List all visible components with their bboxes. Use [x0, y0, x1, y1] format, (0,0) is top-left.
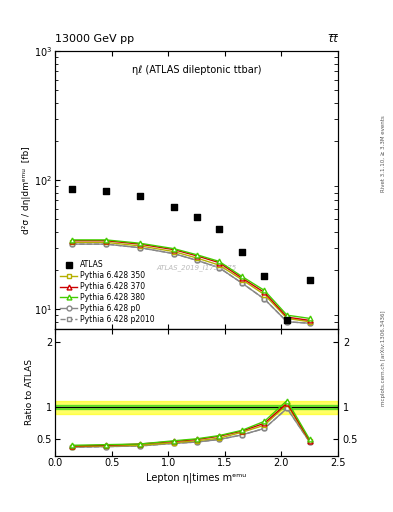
Y-axis label: Ratio to ATLAS: Ratio to ATLAS [25, 359, 34, 425]
Text: 13000 GeV pp: 13000 GeV pp [55, 33, 134, 44]
Point [103, 187, 109, 196]
Bar [55, 405, 338, 409]
Text: mcplots.cern.ch [arXiv:1306.3436]: mcplots.cern.ch [arXiv:1306.3436] [381, 311, 386, 406]
Point [193, 213, 200, 221]
X-axis label: Lepton η|times mᵉᵐᵘ: Lepton η|times mᵉᵐᵘ [146, 473, 247, 483]
Y-axis label: d²σ / dη|dmᵉᵐᵘ  [fb]: d²σ / dη|dmᵉᵐᵘ [fb] [22, 146, 31, 234]
Point [171, 203, 177, 211]
Point [261, 272, 268, 281]
Point [69, 185, 75, 194]
Text: Rivet 3.1.10, ≥ 3.3M events: Rivet 3.1.10, ≥ 3.3M events [381, 115, 386, 192]
Text: ATLAS_2019_I1759875: ATLAS_2019_I1759875 [156, 265, 237, 271]
Point [284, 316, 290, 325]
Point [216, 225, 222, 233]
Point [307, 275, 313, 284]
Point [239, 247, 245, 255]
Legend: ATLAS, Pythia 6.428 350, Pythia 6.428 370, Pythia 6.428 380, Pythia 6.428 p0, Py: ATLAS, Pythia 6.428 350, Pythia 6.428 37… [59, 259, 156, 326]
Text: ηℓ (ATLAS dileptonic ttbar): ηℓ (ATLAS dileptonic ttbar) [132, 65, 261, 75]
Point [137, 193, 143, 201]
Bar [55, 400, 338, 414]
Text: t̅t̅: t̅t̅ [329, 33, 338, 44]
